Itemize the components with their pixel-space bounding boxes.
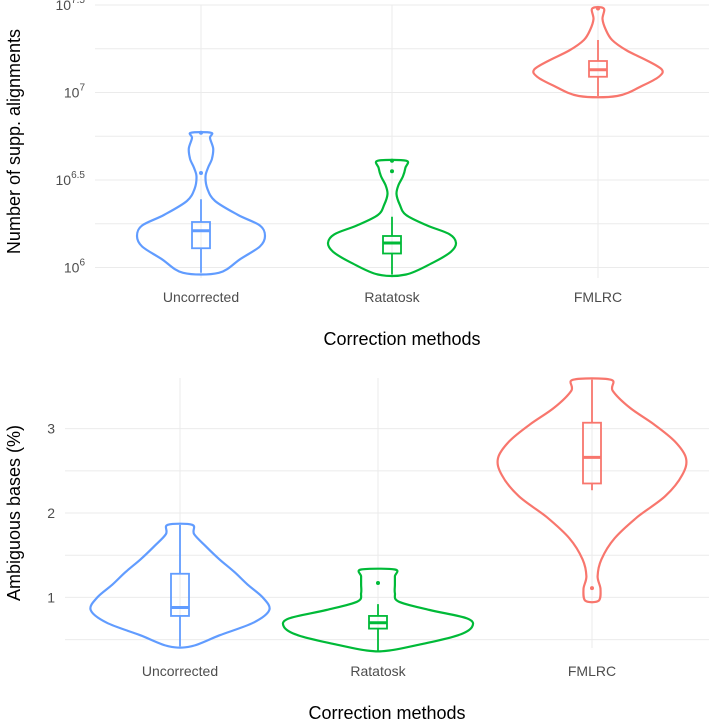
y-tick-base: 10 <box>64 260 80 276</box>
y-tick-base: 10 <box>56 0 72 13</box>
outlier-point-fmlrc <box>596 6 600 11</box>
y-axis-title: Number of supp. alignments <box>4 29 24 254</box>
violin-ratatosk <box>326 158 458 278</box>
violin-fmlrc <box>532 6 664 99</box>
outlier-point-fmlrc <box>590 586 594 591</box>
box-fmlrc <box>582 421 602 485</box>
y-tick-exponent: 7.5 <box>71 0 85 6</box>
y-tick-exponent: 6 <box>79 258 85 269</box>
y-tick-label: 1 <box>47 589 55 605</box>
y-tick-label: 2 <box>47 505 55 521</box>
y-tick-exponent: 7 <box>79 83 85 94</box>
x-tick-label-ratatosk: Ratatosk <box>350 663 406 679</box>
x-tick-label-uncorrected: Uncorrected <box>142 663 218 679</box>
bottom-panel-ambiguous-bases: 1 2 3 Uncorrected Ratatosk FMLRC Correction me… <box>4 377 709 723</box>
y-tick-base: 10 <box>64 85 80 101</box>
box-ratatosk <box>382 235 402 255</box>
y-tick-label: 3 <box>47 421 55 437</box>
y-tick-exponent: 6.5 <box>71 170 85 181</box>
violin-ratatosk <box>281 567 475 653</box>
violin-uncorrected <box>135 131 267 276</box>
x-tick-label-ratatosk: Ratatosk <box>364 289 420 305</box>
y-tick-label: 106.5 <box>56 170 86 188</box>
x-tick-label-fmlrc: FMLRC <box>568 663 616 679</box>
outlier-point-ratatosk <box>390 169 394 174</box>
outlier-point-uncorrected <box>199 171 203 175</box>
x-tick-label-fmlrc: FMLRC <box>574 289 622 305</box>
violin-fmlrc <box>496 377 688 604</box>
outlier-point-ratatosk <box>376 581 380 586</box>
y-tick-label: 107 <box>64 83 86 101</box>
x-axis-title: Correction methods <box>308 703 465 723</box>
y-axis-title: Ambiguous bases (%) <box>4 425 24 601</box>
x-axis-title: Correction methods <box>323 329 480 349</box>
box-uncorrected <box>170 572 190 617</box>
y-tick-label: 106 <box>64 258 86 276</box>
y-tick-label: 107.5 <box>56 0 86 13</box>
outlier-point-ratatosk <box>390 158 394 163</box>
box-uncorrected <box>191 221 211 250</box>
y-tick-base: 10 <box>56 172 72 188</box>
violin-uncorrected <box>89 522 271 649</box>
outlier-point-uncorrected <box>199 130 203 135</box>
x-tick-label-uncorrected: Uncorrected <box>163 289 239 305</box>
